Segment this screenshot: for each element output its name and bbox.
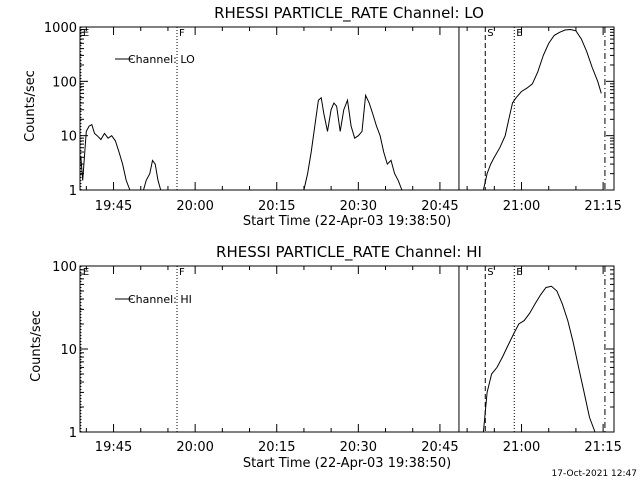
lo-y-axis-label: Counts/sec xyxy=(23,70,38,142)
lo-channel-panel: RHESSI PARTICLE_RATE Channel: LO Counts/… xyxy=(23,4,622,229)
lo-series-line-segment-2 xyxy=(303,93,403,191)
hi-x-tick-label-3: 20:30 xyxy=(340,440,377,455)
lo-legend-label: Channel: LO xyxy=(128,53,195,66)
lo-series-line-segment-3 xyxy=(482,28,602,191)
hi-legend-label: Channel: HI xyxy=(128,293,192,306)
lo-series xyxy=(80,28,602,191)
lo-series-line-segment-0 xyxy=(80,123,131,191)
hi-series xyxy=(482,285,596,433)
hi-x-tick-label-2: 20:15 xyxy=(258,440,295,455)
lo-y-ticks: 1 10 100 1000 xyxy=(44,21,614,199)
hi-y-tick-label-1: 10 xyxy=(60,343,77,358)
hi-y-ticks: 1 10 100 xyxy=(52,260,614,441)
lo-y-tick-label-1: 10 xyxy=(60,130,77,145)
lo-y-tick-label-2: 100 xyxy=(52,75,77,90)
lo-y-tick-label-3: 1000 xyxy=(44,21,77,36)
hi-x-axis-label: Start Time (22-Apr-03 19:38:50) xyxy=(243,456,451,471)
lo-marker-label-3: S xyxy=(487,28,493,39)
hi-y-tick-label-2: 100 xyxy=(52,260,77,275)
hi-x-tick-label-0: 19:45 xyxy=(95,440,132,455)
lo-x-tick-label-4: 20:45 xyxy=(421,199,458,214)
hi-x-tick-label-4: 20:45 xyxy=(421,440,458,455)
hi-chart-title: RHESSI PARTICLE_RATE Channel: HI xyxy=(216,243,482,262)
hi-marker-label-4: E xyxy=(516,267,522,278)
lo-marker-label-4: E xyxy=(516,28,522,39)
lo-marker-label-0: E xyxy=(83,28,89,39)
lo-x-tick-label-3: 20:30 xyxy=(340,199,377,214)
hi-x-tick-label-5: 21:00 xyxy=(503,440,540,455)
lo-x-tick-label-2: 20:15 xyxy=(258,199,295,214)
lo-marker-label-1: F xyxy=(179,28,185,39)
lo-series-line-segment-1 xyxy=(143,159,162,191)
hi-series-line-segment-0 xyxy=(482,285,596,433)
lo-x-tick-label-6: 21:15 xyxy=(584,199,621,214)
lo-y-tick-label-0: 1 xyxy=(69,184,77,199)
hi-channel-panel: RHESSI PARTICLE_RATE Channel: HI Counts/… xyxy=(29,243,622,471)
hi-marker-label-0: E xyxy=(83,267,89,278)
lo-x-tick-label-5: 21:00 xyxy=(503,199,540,214)
hi-marker-label-3: S xyxy=(487,267,493,278)
hi-marker-label-1: F xyxy=(179,267,185,278)
hi-x-tick-label-6: 21:15 xyxy=(584,440,621,455)
hi-y-axis-label: Counts/sec xyxy=(29,310,44,382)
lo-plot-frame xyxy=(79,26,615,191)
footer-timestamp: 17-Oct-2021 12:47 xyxy=(552,469,637,479)
hi-y-tick-label-0: 1 xyxy=(69,426,77,441)
lo-chart-title: RHESSI PARTICLE_RATE Channel: LO xyxy=(214,4,484,23)
hi-x-ticks: 19:45 20:00 20:15 20:30 20:45 21:00 21:15 xyxy=(85,266,622,455)
lo-x-ticks: 19:45 20:00 20:15 20:30 20:45 21:00 21:15 xyxy=(85,27,622,214)
lo-x-axis-label: Start Time (22-Apr-03 19:38:50) xyxy=(243,214,451,229)
lo-x-tick-label-0: 19:45 xyxy=(95,199,132,214)
lo-x-tick-label-1: 20:00 xyxy=(176,199,213,214)
hi-x-tick-label-1: 20:00 xyxy=(176,440,213,455)
